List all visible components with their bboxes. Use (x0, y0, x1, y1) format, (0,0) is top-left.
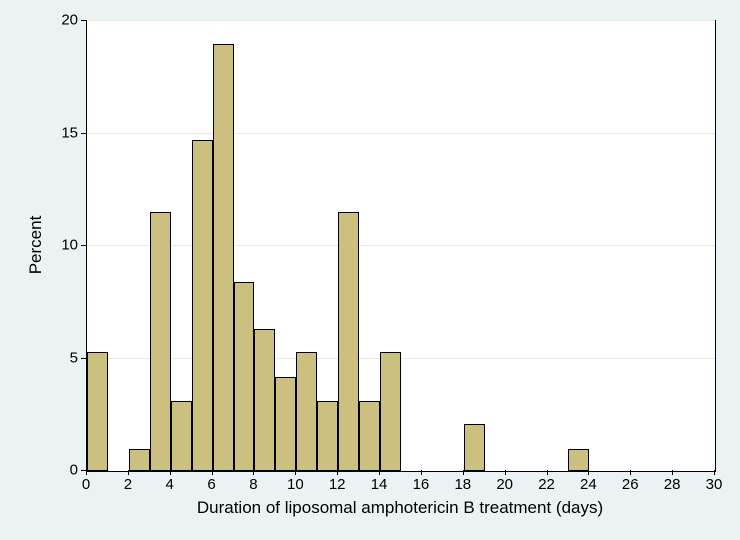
grid-line (87, 245, 715, 246)
x-tick-label: 24 (580, 476, 597, 493)
x-tick-mark (630, 470, 631, 475)
x-tick-mark (128, 470, 129, 475)
y-tick-mark (81, 133, 86, 134)
x-tick-label: 4 (166, 476, 174, 493)
histogram-bar (568, 449, 589, 472)
x-tick-label: 12 (329, 476, 346, 493)
histogram-bar (275, 377, 296, 472)
x-tick-label: 22 (538, 476, 555, 493)
x-tick-mark (463, 470, 464, 475)
x-tick-label: 30 (706, 476, 723, 493)
histogram-bar (192, 140, 213, 471)
x-tick-mark (295, 470, 296, 475)
x-tick-mark (253, 470, 254, 475)
histogram-bar (129, 449, 150, 472)
y-tick-label: 15 (61, 124, 78, 141)
x-tick-label: 20 (496, 476, 513, 493)
x-tick-mark (672, 470, 673, 475)
x-tick-label: 2 (124, 476, 132, 493)
chart-frame: Percent Duration of liposomal amphoteric… (0, 0, 740, 540)
x-tick-label: 28 (664, 476, 681, 493)
x-tick-label: 0 (82, 476, 90, 493)
histogram-bar (464, 424, 485, 471)
x-tick-label: 18 (454, 476, 471, 493)
grid-line (87, 20, 715, 21)
x-tick-label: 6 (207, 476, 215, 493)
histogram-bar (213, 44, 234, 472)
histogram-bar (317, 401, 338, 471)
y-tick-label: 20 (61, 12, 78, 29)
x-tick-mark (714, 470, 715, 475)
grid-line (87, 133, 715, 134)
histogram-bar (296, 352, 317, 471)
histogram-bar (359, 401, 380, 471)
x-tick-mark (421, 470, 422, 475)
y-tick-mark (81, 358, 86, 359)
x-tick-label: 14 (371, 476, 388, 493)
x-tick-mark (505, 470, 506, 475)
x-tick-mark (170, 470, 171, 475)
y-tick-label: 5 (70, 349, 78, 366)
x-tick-label: 16 (413, 476, 430, 493)
x-axis-title: Duration of liposomal amphotericin B tre… (197, 498, 603, 518)
x-tick-mark (379, 470, 380, 475)
y-tick-mark (81, 20, 86, 21)
histogram-bar (87, 352, 108, 471)
y-tick-label: 10 (61, 237, 78, 254)
histogram-bar (254, 329, 275, 471)
plot-area (86, 20, 716, 472)
histogram-bar (150, 212, 171, 471)
y-tick-label: 0 (70, 462, 78, 479)
x-tick-mark (86, 470, 87, 475)
x-tick-mark (337, 470, 338, 475)
histogram-bar (234, 282, 255, 471)
grid-line (87, 358, 715, 359)
x-tick-mark (547, 470, 548, 475)
x-tick-label: 26 (622, 476, 639, 493)
x-tick-label: 10 (287, 476, 304, 493)
histogram-bar (380, 352, 401, 471)
y-axis-title: Percent (26, 216, 46, 275)
histogram-bar (171, 401, 192, 471)
histogram-bar (338, 212, 359, 471)
y-tick-mark (81, 245, 86, 246)
x-tick-mark (588, 470, 589, 475)
x-tick-mark (212, 470, 213, 475)
x-tick-label: 8 (249, 476, 257, 493)
